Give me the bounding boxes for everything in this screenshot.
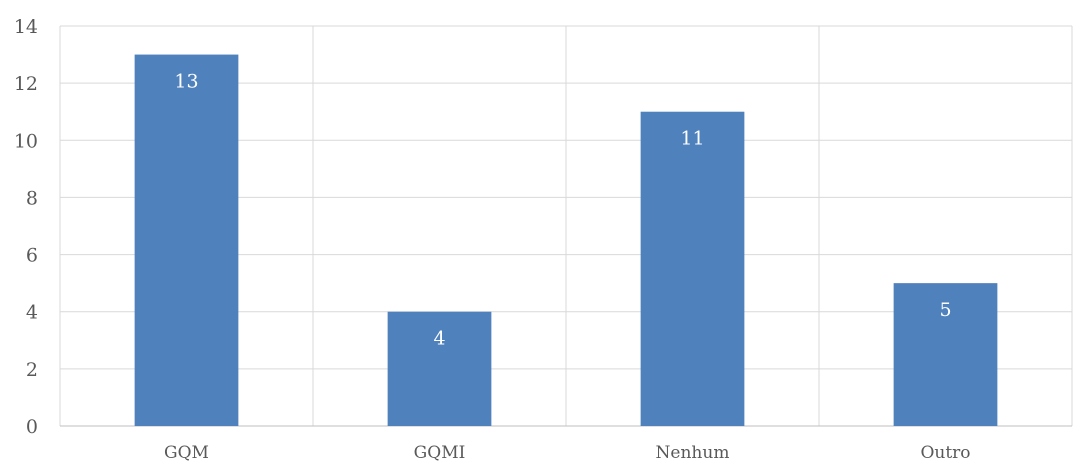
x-tick-label: Outro bbox=[920, 443, 970, 463]
y-tick-label: 14 bbox=[14, 16, 38, 38]
data-label: 13 bbox=[174, 71, 198, 93]
x-axis-labels: GQM GQMI Nenhum Outro bbox=[164, 443, 971, 463]
data-label: 5 bbox=[939, 299, 951, 321]
y-tick-label: 8 bbox=[26, 187, 38, 209]
y-tick-label: 10 bbox=[14, 130, 38, 152]
y-tick-label: 12 bbox=[14, 73, 38, 95]
bars bbox=[134, 54, 998, 426]
x-tick-label: GQMI bbox=[414, 443, 466, 463]
data-label: 4 bbox=[433, 328, 445, 350]
y-tick-label: 0 bbox=[26, 416, 38, 438]
bar-gqm bbox=[134, 54, 239, 426]
y-axis-ticks: 0 2 4 6 8 10 12 14 bbox=[14, 16, 38, 438]
bar-nenhum bbox=[640, 111, 745, 426]
y-tick-label: 2 bbox=[26, 359, 38, 381]
y-tick-label: 4 bbox=[26, 302, 38, 324]
data-labels: 13 4 11 5 bbox=[174, 71, 951, 350]
data-label: 11 bbox=[680, 128, 704, 150]
x-tick-label: Nenhum bbox=[656, 443, 730, 463]
bar-gqmi bbox=[387, 311, 492, 426]
y-tick-label: 6 bbox=[26, 245, 38, 267]
bar-outro bbox=[893, 283, 998, 426]
x-tick-label: GQM bbox=[164, 443, 209, 463]
